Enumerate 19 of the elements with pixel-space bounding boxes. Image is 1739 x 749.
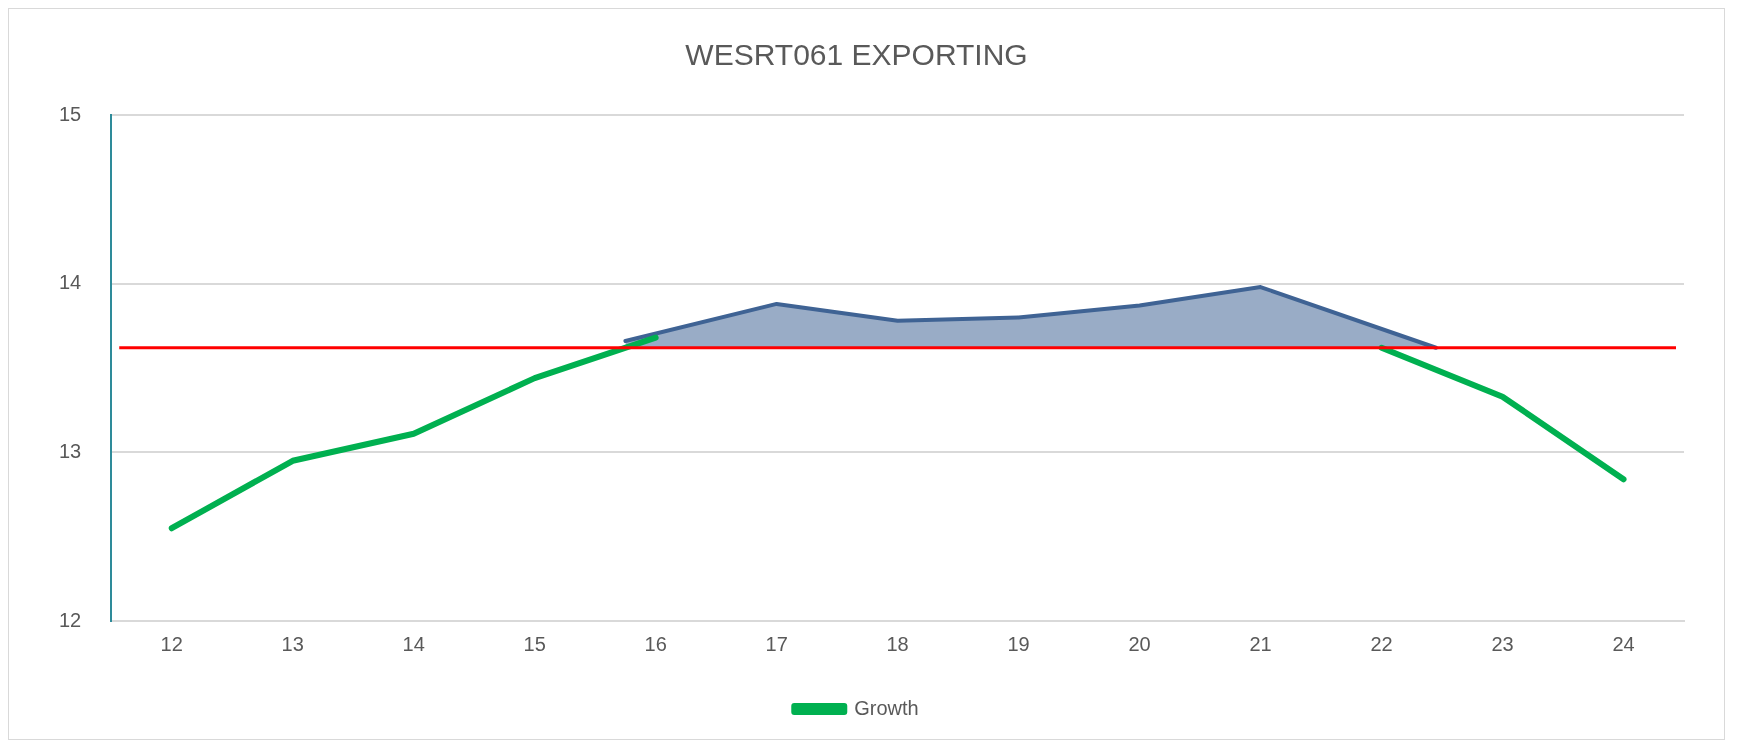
x-tick-label: 19 [1007, 632, 1030, 655]
y-tick-label: 15 [59, 102, 82, 125]
x-tick-label: 21 [1249, 632, 1272, 655]
y-tick-label: 13 [59, 439, 82, 462]
x-tick-label: 13 [281, 632, 304, 655]
x-tick-label: 12 [160, 632, 183, 655]
x-tick-label: 16 [644, 632, 667, 655]
x-tick-label: 15 [523, 632, 546, 655]
x-tick-label: 17 [765, 632, 788, 655]
legend-label: Growth [854, 696, 919, 719]
y-tick-label: 14 [59, 271, 82, 294]
x-tick-label: 18 [886, 632, 909, 655]
x-tick-label: 20 [1128, 632, 1151, 655]
chart-title: WESRT061 EXPORTING [685, 38, 1028, 72]
x-tick-label: 23 [1491, 632, 1514, 655]
y-tick-label: 12 [59, 608, 82, 631]
x-tick-label: 24 [1612, 632, 1635, 655]
x-tick-label: 14 [402, 632, 425, 655]
x-tick-label: 22 [1370, 632, 1393, 655]
